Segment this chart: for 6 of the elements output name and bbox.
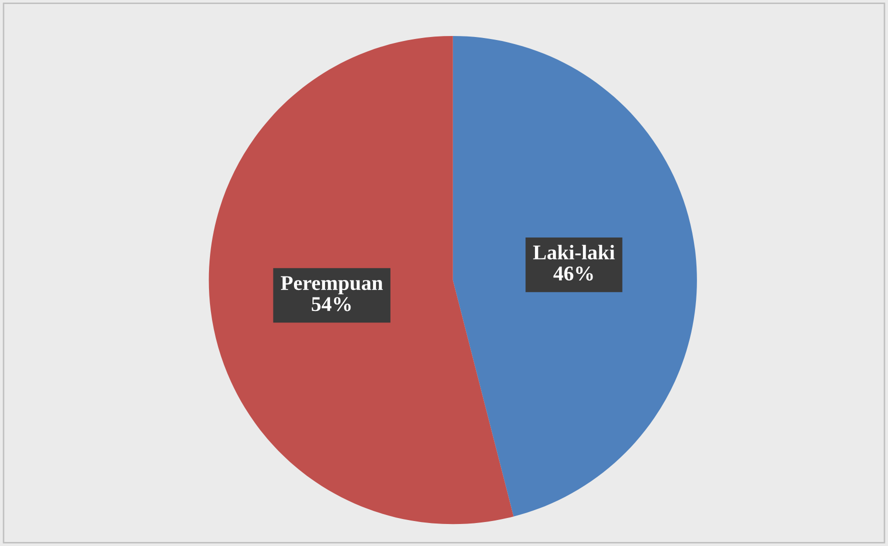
pie-slice: [452, 36, 697, 516]
data-label: 54%: [312, 297, 351, 312]
slice-label: Perempuan: [280, 276, 383, 294]
slice-label: Laki-laki: [533, 244, 615, 260]
pie-slice: [208, 36, 514, 524]
data-label: 46%: [553, 266, 593, 281]
